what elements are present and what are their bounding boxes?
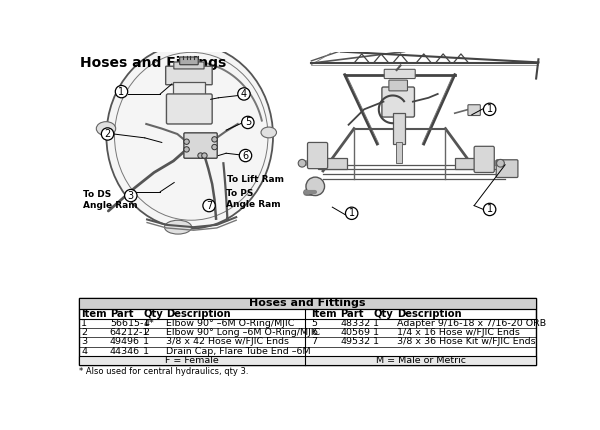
Circle shape	[298, 160, 306, 167]
Circle shape	[306, 177, 325, 196]
Text: Drain Cap, Flare Tube End –6M: Drain Cap, Flare Tube End –6M	[166, 347, 311, 356]
Text: 1: 1	[143, 338, 149, 347]
Text: Elbow 90° Long –6M O-Ring/MJIC: Elbow 90° Long –6M O-Ring/MJIC	[166, 328, 320, 337]
Text: Adapter 9/16-18 x 7/16-20 ORB: Adapter 9/16-18 x 7/16-20 ORB	[397, 319, 546, 328]
Text: 1: 1	[118, 86, 125, 97]
Text: 49496: 49496	[110, 338, 140, 347]
Text: 2: 2	[143, 328, 149, 337]
Text: Hoses and Fittings: Hoses and Fittings	[249, 298, 366, 308]
Text: Description: Description	[397, 309, 461, 319]
Text: Part: Part	[340, 309, 364, 319]
Text: 7: 7	[206, 201, 212, 211]
Circle shape	[184, 139, 190, 144]
Text: * Also used for central hydraulics, qty 3.: * Also used for central hydraulics, qty …	[79, 366, 248, 375]
FancyBboxPatch shape	[166, 94, 212, 124]
Text: 2: 2	[104, 129, 110, 139]
FancyBboxPatch shape	[179, 57, 198, 64]
Text: 48332: 48332	[340, 319, 370, 328]
Text: Elbow 90° –6M O-Ring/MJIC: Elbow 90° –6M O-Ring/MJIC	[166, 319, 295, 328]
Circle shape	[484, 103, 496, 116]
Bar	[79, 298, 536, 309]
FancyBboxPatch shape	[496, 160, 518, 178]
Text: 5: 5	[245, 117, 251, 127]
Text: To DS
Angle Ram: To DS Angle Ram	[83, 190, 137, 210]
Text: 6: 6	[311, 328, 317, 337]
Bar	[79, 309, 536, 319]
Circle shape	[239, 149, 252, 162]
Circle shape	[203, 200, 215, 212]
FancyBboxPatch shape	[468, 105, 481, 116]
Text: 1: 1	[81, 319, 87, 328]
Bar	[173, 83, 205, 98]
Ellipse shape	[164, 220, 191, 234]
Circle shape	[497, 160, 505, 167]
Text: 44346: 44346	[110, 347, 140, 356]
Text: 64212-1: 64212-1	[110, 328, 149, 337]
Circle shape	[242, 116, 254, 129]
Text: 4: 4	[81, 347, 87, 356]
FancyBboxPatch shape	[389, 80, 407, 91]
Text: 1: 1	[373, 338, 379, 347]
Text: 4*: 4*	[143, 319, 154, 328]
Text: 2: 2	[81, 328, 87, 337]
Text: 6: 6	[242, 150, 248, 160]
Bar	[393, 113, 405, 144]
Text: 49532: 49532	[340, 338, 370, 347]
FancyBboxPatch shape	[308, 142, 328, 169]
Circle shape	[484, 203, 496, 215]
Bar	[455, 158, 484, 169]
FancyBboxPatch shape	[382, 87, 415, 117]
FancyBboxPatch shape	[474, 146, 494, 172]
Text: Part: Part	[110, 309, 133, 319]
Text: 1: 1	[143, 347, 149, 356]
Circle shape	[184, 147, 190, 152]
Bar	[79, 298, 536, 365]
Text: 1: 1	[349, 208, 355, 218]
Text: 56615-1: 56615-1	[110, 319, 149, 328]
FancyBboxPatch shape	[174, 62, 204, 69]
Text: 7: 7	[311, 338, 317, 347]
Text: M = Male or Metric: M = Male or Metric	[376, 356, 466, 365]
Text: Qty: Qty	[373, 309, 393, 319]
Ellipse shape	[106, 44, 273, 229]
Circle shape	[212, 137, 217, 142]
Text: F = Female: F = Female	[165, 356, 219, 365]
Circle shape	[101, 128, 114, 140]
Text: To Lift Ram: To Lift Ram	[227, 175, 284, 184]
Text: 5: 5	[311, 319, 317, 328]
Circle shape	[346, 207, 358, 219]
Text: Item: Item	[81, 309, 107, 319]
Text: 3: 3	[128, 190, 134, 200]
Text: 1: 1	[487, 204, 493, 215]
Text: 3/8 x 42 Hose w/FJIC Ends: 3/8 x 42 Hose w/FJIC Ends	[166, 338, 289, 347]
FancyBboxPatch shape	[384, 69, 415, 79]
Bar	[396, 142, 402, 163]
Text: Item: Item	[311, 309, 337, 319]
Text: 1/4 x 16 Hose w/FJIC Ends: 1/4 x 16 Hose w/FJIC Ends	[397, 328, 520, 337]
Text: 1: 1	[373, 328, 379, 337]
Text: 4: 4	[241, 89, 247, 99]
Circle shape	[212, 144, 217, 150]
Text: 1: 1	[487, 104, 493, 114]
FancyBboxPatch shape	[184, 133, 217, 158]
Ellipse shape	[97, 122, 116, 135]
Text: 3: 3	[81, 338, 88, 347]
Text: To PS
Angle Ram: To PS Angle Ram	[226, 189, 281, 209]
Circle shape	[198, 153, 203, 158]
Circle shape	[125, 190, 137, 202]
Bar	[317, 158, 347, 169]
Text: Description: Description	[166, 309, 231, 319]
Text: 1: 1	[373, 319, 379, 328]
Text: Hoses and Fittings: Hoses and Fittings	[80, 56, 226, 70]
Text: 40569: 40569	[340, 328, 370, 337]
FancyBboxPatch shape	[166, 66, 212, 85]
Bar	[79, 356, 536, 365]
Text: Qty: Qty	[143, 309, 163, 319]
Ellipse shape	[261, 127, 277, 138]
Circle shape	[238, 88, 250, 100]
Circle shape	[202, 153, 207, 158]
Circle shape	[115, 86, 128, 98]
Text: 3/8 x 36 Hose Kit w/FJIC Ends: 3/8 x 36 Hose Kit w/FJIC Ends	[397, 338, 535, 347]
